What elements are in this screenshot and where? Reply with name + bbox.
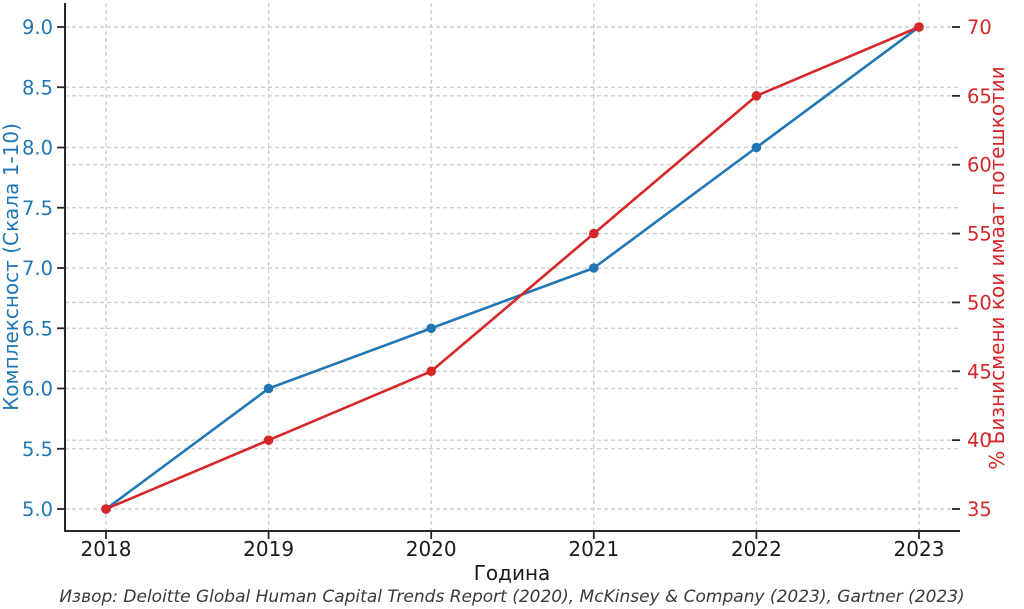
data-point-marker <box>589 263 599 273</box>
source-caption: Извор: Deloitte Global Human Capital Tre… <box>59 587 964 607</box>
right-tick-label: 55 <box>967 223 992 246</box>
left-tick-label: 5.0 <box>22 498 53 521</box>
left-tick-label: 6.0 <box>22 378 53 401</box>
data-point-marker <box>589 228 599 239</box>
x-axis-title: Година <box>474 561 551 585</box>
left-tick-label: 8.5 <box>22 76 53 99</box>
data-point-marker <box>914 22 924 32</box>
right-tick-label: 35 <box>967 498 992 521</box>
right-tick-label: 65 <box>967 85 992 108</box>
data-point-marker <box>751 91 762 101</box>
left-tick-label: 9.0 <box>22 16 53 39</box>
right-tick-label: 70 <box>967 16 992 39</box>
data-point-marker <box>263 435 274 445</box>
left-y-axis-title: Комплексност (Скала 1-10) <box>0 123 23 411</box>
left-tick-label: 7.0 <box>22 257 53 280</box>
data-point-marker <box>426 323 437 334</box>
data-point-marker <box>751 142 762 153</box>
data-point-marker <box>263 383 274 394</box>
x-tick-label: 2021 <box>568 537 619 561</box>
left-tick-label: 8.0 <box>22 137 53 160</box>
series-line <box>104 25 921 511</box>
x-tick-label: 2022 <box>731 537 782 561</box>
right-y-axis-title: % Бизнисмени кои имаат потешкотии <box>985 66 1009 469</box>
x-tick-label: 2018 <box>81 537 132 561</box>
x-tick-label: 2019 <box>243 537 294 561</box>
right-tick-label: 50 <box>967 291 992 314</box>
left-tick-label: 5.5 <box>22 438 53 461</box>
right-tick-label: 60 <box>967 154 992 177</box>
right-tick-label: 40 <box>967 429 992 452</box>
left-tick-label: 7.5 <box>22 197 53 220</box>
x-tick-label: 2020 <box>406 537 457 561</box>
x-tick-label: 2023 <box>894 537 945 561</box>
left-tick-label: 6.5 <box>22 317 53 340</box>
plot-area: 5.0 5.5 6.0 6.5 7.0 7.5 8.0 8.5 9.0 35 40 45 50 55 60 6… <box>22 3 992 561</box>
data-point-marker <box>101 504 111 514</box>
data-point-marker <box>426 366 437 377</box>
right-tick-label: 45 <box>967 360 992 383</box>
series-line <box>104 25 921 511</box>
